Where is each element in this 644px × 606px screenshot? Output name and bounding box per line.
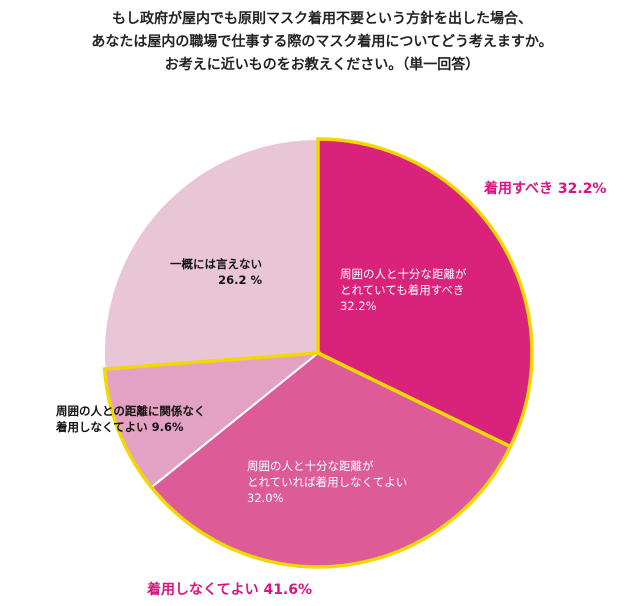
title-line-3: お考えに近いものをお教えください。（単一回答）	[164, 57, 480, 73]
highlight-outline-wear	[316, 137, 534, 449]
pie-slice	[103, 137, 319, 371]
title-line-1: もし政府が屋内でも原則マスク着用不要という方針を出した場合、	[112, 11, 532, 27]
slice-value-label: 32.0%	[247, 491, 284, 505]
slice-value-label: 26.2 %	[218, 273, 262, 287]
slice-label-line: 周囲の人と十分な距離が	[340, 267, 467, 281]
slice-label-line: 周囲の人との距離に関係なく	[56, 404, 206, 418]
slice-label-cannot-say: 一概には言えない 26.2 %	[170, 256, 262, 288]
highlight-outline-no-mask	[102, 351, 513, 569]
slice-label-no-mask-regardless: 周囲の人との距離に関係なく 着用しなくてよい 9.6%	[56, 403, 205, 435]
slice-label-line: とれていても着用すべき	[340, 283, 465, 297]
chart-title: もし政府が屋内でも原則マスク着用不要という方針を出した場合、 あなたは屋内の職場…	[0, 8, 644, 77]
slice-value-label: 32.2%	[340, 299, 377, 313]
slice-label-no-mask-with-distance: 周囲の人と十分な距離が とれていれば着用しなくてよい 32.0%	[247, 458, 407, 506]
slice-label-line: とれていれば着用しなくてよい	[247, 475, 408, 489]
title-line-2: あなたは屋内の職場で仕事する際のマスク着用についてどう考えますか。	[91, 34, 553, 50]
slice-label-line: 一概には言えない	[170, 257, 262, 271]
slice-label-line: 着用しなくてよい 9.6%	[56, 420, 184, 434]
summary-label-wear: 着用すべき 32.2%	[484, 181, 607, 197]
summary-label-no-mask: 着用しなくてよい 41.6%	[147, 582, 313, 598]
slice-label-line: 周囲の人と十分な距離が	[247, 459, 374, 473]
slice-label-wear-even-with-distance: 周囲の人と十分な距離が とれていても着用すべき 32.2%	[340, 266, 467, 314]
